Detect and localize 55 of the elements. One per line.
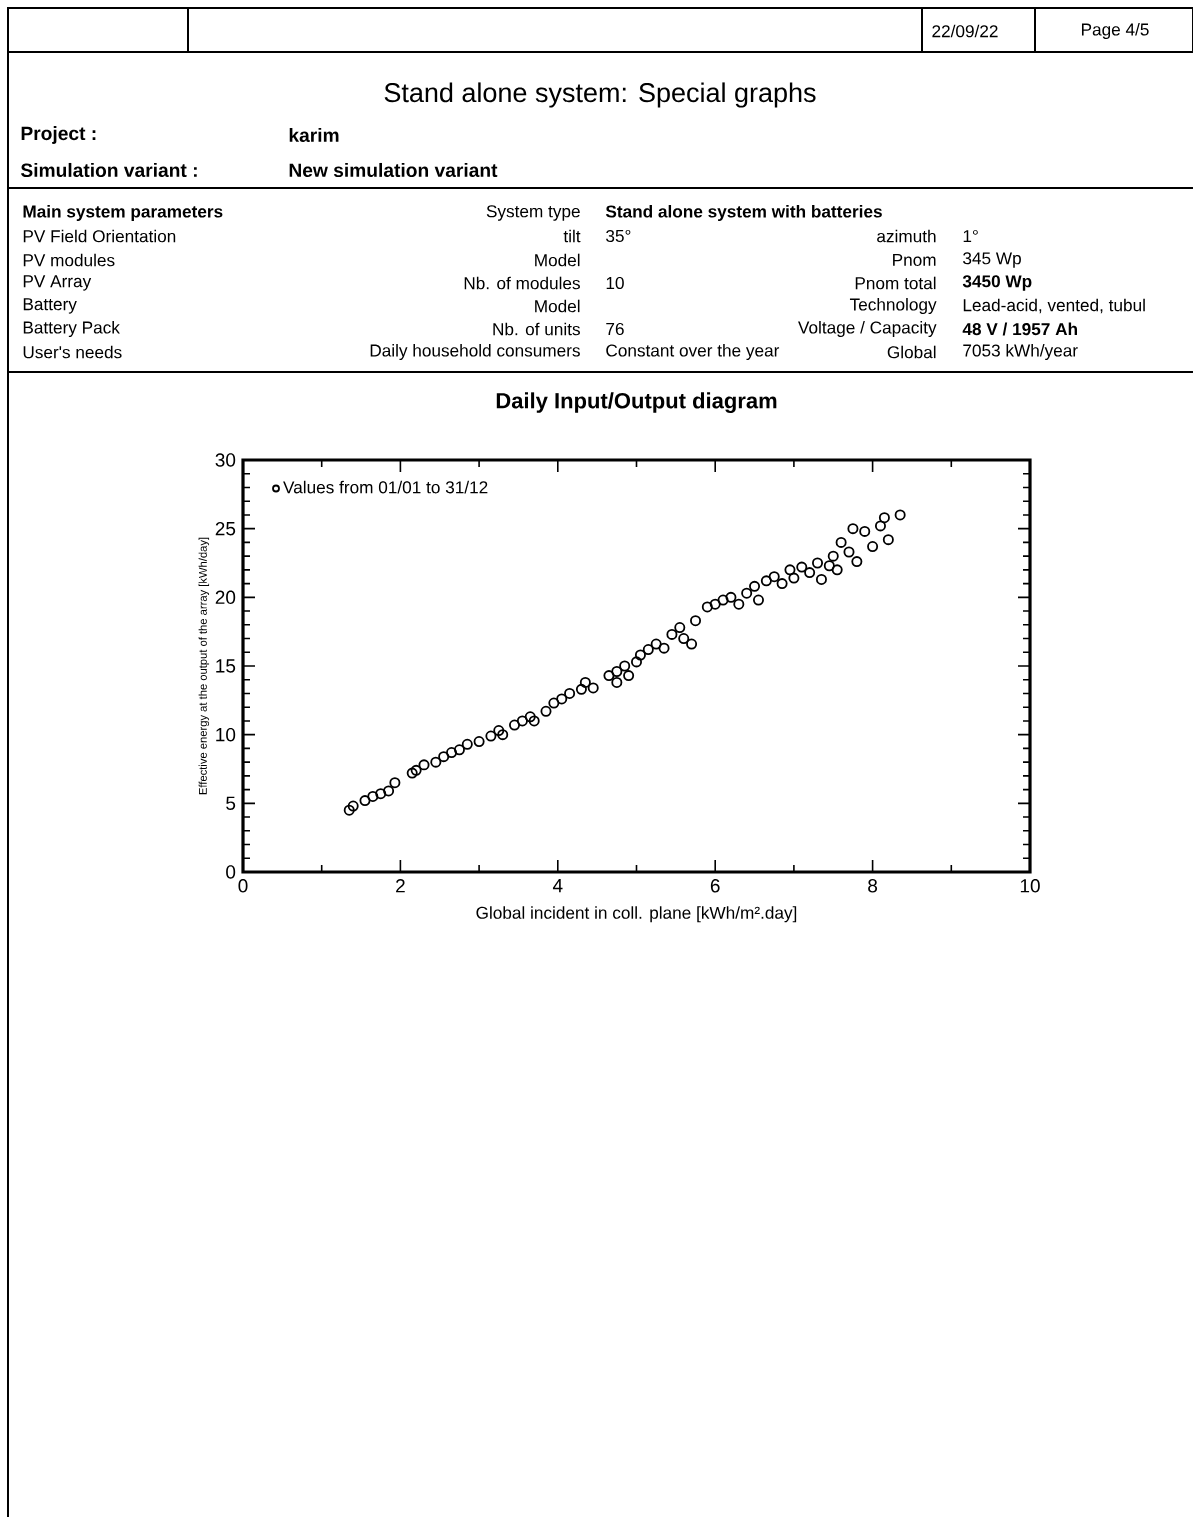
text: Page 4/5 bbox=[1081, 22, 1149, 40]
text: New simulation variant bbox=[289, 162, 498, 178]
text: 1° bbox=[963, 229, 978, 242]
text: Constant over the year bbox=[606, 343, 780, 361]
text: Main system parameters bbox=[23, 204, 223, 222]
text: 48 V / 1957 Ah bbox=[962, 322, 1077, 336]
y-tick-label: 25 bbox=[215, 521, 236, 536]
text: Pnom total bbox=[855, 276, 936, 290]
text: Technology bbox=[849, 297, 937, 315]
text: Project : bbox=[21, 126, 96, 144]
x-axis-title: Global incident in coll. plane [kWh/m².day] bbox=[476, 906, 797, 923]
text: Daily household consumers bbox=[370, 343, 580, 361]
text: Pnom bbox=[893, 254, 936, 266]
text: Nb. of modules bbox=[464, 276, 580, 290]
text: Stand alone system: Special graphs bbox=[384, 82, 816, 108]
text: Nb. of units bbox=[493, 322, 580, 336]
text: Simulation variant : bbox=[20, 162, 197, 178]
text: 10 bbox=[606, 276, 624, 290]
text: PV Array bbox=[23, 275, 92, 291]
text: PV Field Orientation bbox=[23, 229, 176, 243]
text: Stand alone system with batteries bbox=[605, 204, 882, 222]
text: Battery bbox=[23, 298, 77, 314]
text: Battery Pack bbox=[23, 320, 120, 338]
text: PV modules bbox=[23, 253, 115, 267]
x-tick-label: 2 bbox=[396, 879, 405, 893]
x-tick-label: 0 bbox=[238, 879, 248, 893]
text: 7053 kWh/year bbox=[963, 343, 1078, 361]
text: 22/09/22 bbox=[932, 24, 998, 38]
legend-label: Values from 01/01 to 31/12 bbox=[283, 480, 488, 494]
text: 35° bbox=[606, 229, 631, 243]
text: Lead-acid, vented, tubul bbox=[963, 298, 1145, 314]
text: tilt bbox=[563, 229, 581, 243]
y-tick-label: 15 bbox=[216, 659, 236, 673]
x-tick-label: 6 bbox=[710, 879, 720, 893]
y-tick-label: 0 bbox=[226, 865, 236, 879]
text: Model bbox=[535, 299, 580, 313]
text: Voltage / Capacity bbox=[798, 320, 937, 338]
text: karim bbox=[289, 127, 339, 143]
x-tick-label: 10 bbox=[1020, 879, 1040, 893]
text: 3450 Wp bbox=[962, 275, 1032, 291]
y-axis-title: Effective energy at the output of the array [kWh/day] bbox=[198, 537, 210, 795]
y-tick-label: 5 bbox=[226, 796, 236, 810]
text: System type bbox=[486, 205, 580, 221]
y-tick-label: 30 bbox=[215, 453, 236, 467]
text: Model bbox=[535, 253, 580, 267]
text: Global bbox=[887, 345, 936, 359]
x-tick-label: 4 bbox=[552, 879, 563, 893]
text: 76 bbox=[606, 322, 624, 336]
text: 345 Wp bbox=[963, 252, 1021, 268]
text: azimuth bbox=[877, 229, 936, 243]
chart-title: Daily Input/Output diagram bbox=[496, 392, 777, 413]
y-tick-label: 20 bbox=[215, 590, 236, 605]
text: User's needs bbox=[23, 345, 122, 359]
x-tick-label: 8 bbox=[868, 879, 878, 893]
y-tick-label: 10 bbox=[216, 727, 236, 742]
